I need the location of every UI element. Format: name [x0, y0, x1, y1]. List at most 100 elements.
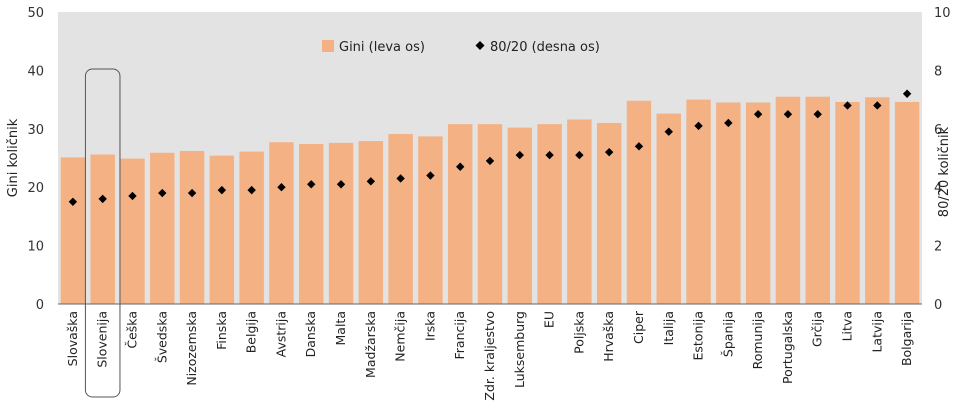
marker-21 — [664, 127, 673, 136]
bar-4 — [150, 152, 175, 304]
category-label: Luksemburg — [512, 311, 527, 388]
bar-25 — [775, 96, 801, 305]
category-label: Španija — [720, 311, 735, 357]
category-label: Švedska — [154, 311, 169, 363]
category-label: Irska — [422, 311, 437, 341]
marker-15 — [485, 156, 495, 166]
y-tick-right: 10 — [934, 6, 951, 21]
category-label: Italija — [661, 311, 676, 345]
bar-23 — [716, 102, 741, 305]
bar-21 — [656, 113, 681, 305]
marker-18 — [575, 150, 584, 160]
marker-19 — [604, 147, 614, 157]
category-labels-layer: Slovaška Slovenija Češka Švedska Nizozemska F… — [65, 68, 914, 401]
marker-14 — [456, 162, 465, 171]
marker-22 — [694, 121, 703, 131]
y-tick-right: 8 — [934, 64, 942, 79]
bar-3 — [120, 158, 145, 304]
legend-swatch-gini — [322, 40, 334, 52]
marker-20 — [634, 142, 644, 151]
marker-17 — [545, 150, 554, 160]
category-label: Poljska — [571, 311, 586, 354]
bar-29 — [894, 101, 920, 304]
bar-10 — [328, 142, 354, 304]
y-tick-right: 2 — [934, 240, 942, 255]
category-label: Litva — [840, 311, 855, 341]
marker-5 — [187, 188, 197, 198]
marker-28 — [873, 101, 882, 110]
bar-27 — [835, 101, 860, 304]
y-tick-right: 4 — [934, 181, 942, 196]
y-tick-left: 0 — [36, 298, 44, 313]
y-tick-left: 50 — [27, 6, 44, 21]
category-label: Romunija — [750, 311, 765, 369]
marker-2 — [98, 194, 107, 204]
bar-8 — [269, 142, 294, 304]
marker-9 — [307, 180, 316, 189]
bar-28 — [865, 97, 890, 304]
marker-3 — [128, 191, 137, 201]
category-label: Nizozemska — [184, 311, 199, 386]
marker-23 — [724, 118, 733, 128]
marker-12 — [396, 174, 405, 183]
marker-4 — [158, 188, 167, 198]
y-tick-left: 20 — [27, 181, 44, 196]
legend-label-gini: Gini (leva os) — [339, 40, 425, 55]
marker-7 — [247, 185, 256, 195]
marker-24 — [753, 110, 763, 119]
bar-12 — [388, 134, 413, 304]
bar-1 — [60, 157, 86, 304]
category-label: Hrvaška — [601, 311, 616, 362]
category-label: Grčija — [810, 311, 825, 347]
category-label: Avstrija — [273, 311, 288, 357]
legend-marker-8020 — [475, 41, 485, 50]
bar-7 — [239, 151, 264, 304]
bar-13 — [418, 136, 443, 304]
marker-27 — [843, 101, 852, 110]
category-label: Bolgarija — [899, 311, 914, 366]
category-label: Ciper — [631, 310, 646, 344]
marker-6 — [217, 185, 227, 195]
category-label: Nemčija — [393, 311, 408, 362]
marker-16 — [515, 150, 524, 160]
category-label: Zdr. kraljestvo — [482, 311, 497, 401]
marker-11 — [366, 177, 376, 186]
bar-2 — [90, 154, 115, 304]
y-tick-right: 6 — [934, 123, 942, 138]
bar-26 — [805, 96, 830, 305]
marker-25 — [783, 110, 793, 119]
y-tick-left: 30 — [27, 123, 44, 138]
bar-9 — [299, 143, 324, 304]
category-label: Madžarska — [363, 311, 378, 378]
marker-29 — [902, 89, 912, 98]
bar-20 — [626, 100, 652, 305]
marker-13 — [426, 171, 435, 180]
category-label: Češka — [124, 311, 139, 349]
legend: Gini (leva os) 80/20 (desna os) — [322, 40, 600, 55]
category-label: Malta — [333, 311, 348, 345]
category-label: Belgija — [244, 311, 259, 353]
category-label: Latvija — [869, 311, 884, 353]
category-label: Danska — [303, 311, 318, 357]
marker-10 — [336, 180, 346, 189]
highlight-box — [84, 68, 121, 398]
bar-11 — [358, 141, 384, 304]
category-label: Slovenija — [95, 311, 110, 368]
category-label: Francija — [452, 311, 467, 359]
y-tick-left: 40 — [27, 64, 44, 79]
bars-layer — [60, 96, 920, 305]
y-tick-left: 10 — [27, 240, 44, 255]
y-tick-right: 0 — [934, 298, 942, 313]
axes-layer: 0 10 20 30 40 50 0 2 4 6 8 10 — [27, 6, 950, 313]
category-label: Estonija — [691, 311, 706, 361]
bar-14 — [447, 124, 473, 304]
bar-24 — [745, 102, 771, 305]
marker-1 — [68, 197, 78, 206]
category-label: Finska — [214, 311, 229, 350]
y-axis-label-right: 80/20 količnik — [937, 126, 952, 217]
category-label: Portugalska — [780, 311, 795, 384]
markers-layer — [68, 89, 912, 206]
marker-8 — [277, 183, 286, 192]
category-label: EU — [542, 311, 557, 328]
